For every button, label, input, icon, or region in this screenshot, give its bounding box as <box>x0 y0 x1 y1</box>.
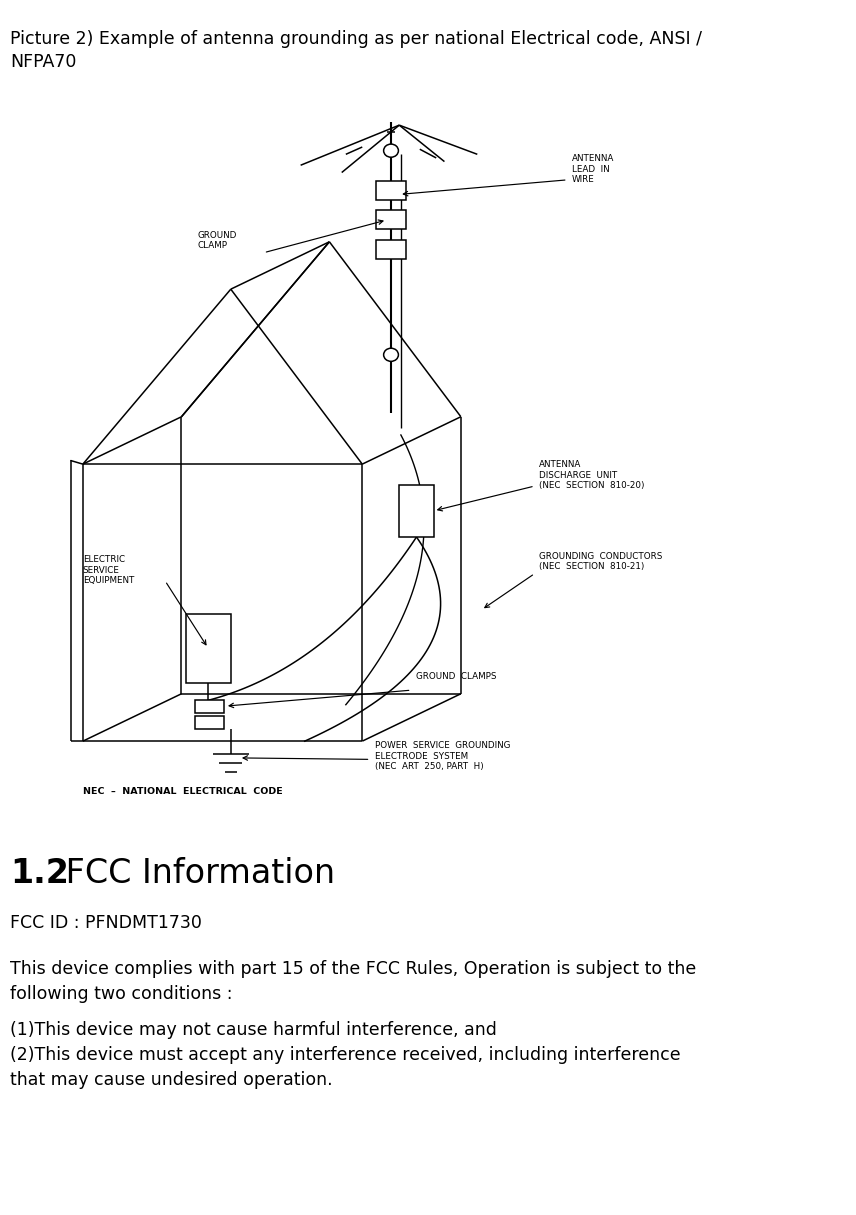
Text: NEC  –  NATIONAL  ELECTRICAL  CODE: NEC – NATIONAL ELECTRICAL CODE <box>83 787 282 796</box>
Bar <box>377 210 406 230</box>
Bar <box>195 700 224 713</box>
Circle shape <box>383 145 398 157</box>
Bar <box>186 614 231 683</box>
Bar <box>377 181 406 200</box>
Text: FCC Information: FCC Information <box>55 857 335 889</box>
Text: GROUNDING  CONDUCTORS
(NEC  SECTION  810-21): GROUNDING CONDUCTORS (NEC SECTION 810-21… <box>539 552 663 571</box>
Text: FCC ID : PFNDMT1730: FCC ID : PFNDMT1730 <box>10 914 202 932</box>
Text: 1.2: 1.2 <box>10 857 69 889</box>
Circle shape <box>383 349 398 361</box>
Text: Picture 2) Example of antenna grounding as per national Electrical code, ANSI /
: Picture 2) Example of antenna grounding … <box>10 30 702 72</box>
Text: POWER  SERVICE  GROUNDING
ELECTRODE  SYSTEM
(NEC  ART  250, PART  H): POWER SERVICE GROUNDING ELECTRODE SYSTEM… <box>375 741 510 772</box>
Text: ANTENNA
DISCHARGE  UNIT
(NEC  SECTION  810-20): ANTENNA DISCHARGE UNIT (NEC SECTION 810-… <box>539 460 645 491</box>
Bar <box>399 485 434 537</box>
Text: ANTENNA
LEAD  IN
WIRE: ANTENNA LEAD IN WIRE <box>572 154 615 185</box>
Text: GROUND
CLAMP: GROUND CLAMP <box>198 231 237 250</box>
Bar <box>377 239 406 259</box>
Text: (1)This device may not cause harmful interference, and
(2)This device must accep: (1)This device may not cause harmful int… <box>10 1021 681 1089</box>
Bar <box>195 717 224 729</box>
Text: This device complies with part 15 of the FCC Rules, Operation is subject to the
: This device complies with part 15 of the… <box>10 960 697 1002</box>
Text: ELECTRIC
SERVICE
EQUIPMENT: ELECTRIC SERVICE EQUIPMENT <box>83 555 134 586</box>
Text: GROUND  CLAMPS: GROUND CLAMPS <box>416 672 496 680</box>
